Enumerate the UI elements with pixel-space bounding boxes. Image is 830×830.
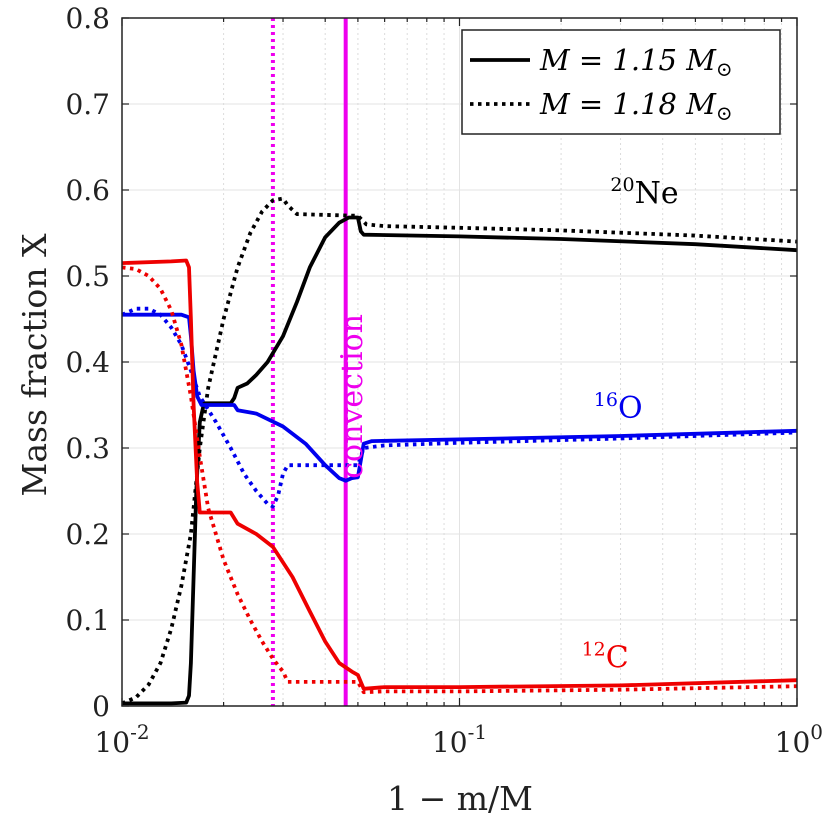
y-tick-label: 0.1 <box>65 604 110 637</box>
y-axis-label: Mass fraction X <box>15 233 54 496</box>
y-tick-label: 0.8 <box>65 2 110 35</box>
series-O16-M1.18 <box>121 306 798 509</box>
y-tick-label: 0.3 <box>65 432 110 465</box>
ne20-label: 20Ne <box>610 174 678 211</box>
c12-label: 12C <box>582 638 629 675</box>
y-tick-label: 0.5 <box>65 260 110 293</box>
x-tick-label: 100 <box>775 720 823 759</box>
y-tick-label: 0.6 <box>65 174 110 207</box>
legend-label: M = 1.15 M⊙ <box>539 43 733 81</box>
x-axis-label: 1 − m/M <box>387 779 533 818</box>
y-tick-label: 0.4 <box>65 346 110 379</box>
series-C12-M1.18 <box>121 265 798 695</box>
x-tick-label: 10-2 <box>94 720 149 759</box>
series-group <box>121 196 798 706</box>
series-Ne20-M1.15 <box>122 215 798 706</box>
convection-label: convection <box>335 314 370 479</box>
series-C12-M1.15 <box>121 258 798 691</box>
x-tick-label: 10-1 <box>432 720 487 759</box>
y-tick-label: 0 <box>92 690 110 723</box>
o16-label: 16O <box>594 389 643 426</box>
y-tick-label: 0.2 <box>65 518 110 551</box>
convection-lines <box>270 18 348 706</box>
legend-label: M = 1.18 M⊙ <box>539 87 733 125</box>
annotations: convection 20Ne 16O 12C <box>335 174 679 675</box>
legend-box <box>461 29 781 135</box>
ticks <box>121 17 798 707</box>
series-Ne20-M1.18 <box>121 196 798 706</box>
y-tick-label: 0.7 <box>65 88 110 121</box>
legend: M = 1.15 M⊙ M = 1.18 M⊙ <box>461 29 781 135</box>
